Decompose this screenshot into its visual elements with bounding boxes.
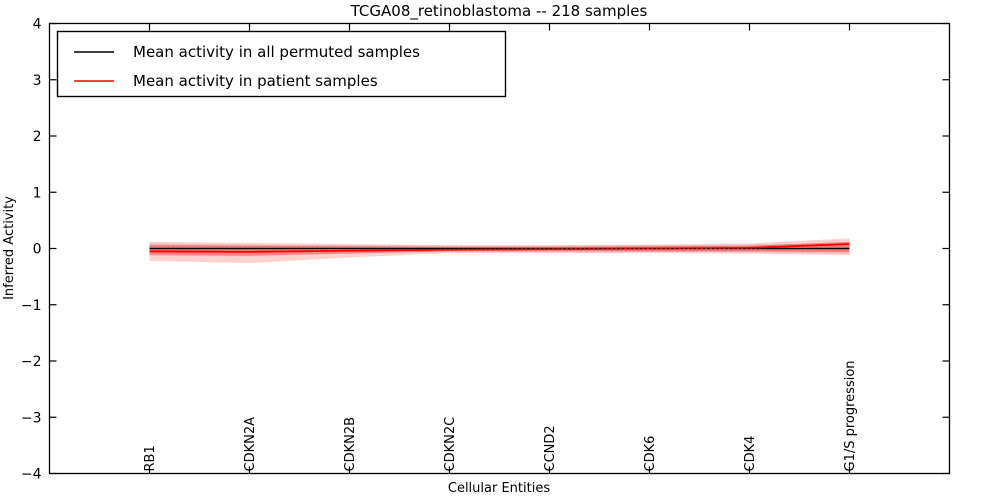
x-tick-label: CDK6: [643, 436, 658, 472]
y-tick-label: −4: [21, 467, 42, 483]
chart-title: TCGA08_retinoblastoma -- 218 samples: [350, 2, 648, 21]
x-axis-label: Cellular Entities: [448, 481, 550, 496]
legend-label-patient: Mean activity in patient samples: [133, 72, 378, 90]
x-tick-label: RB1: [143, 445, 158, 471]
plot-area: 4 3 2 1 0 −1 −2 −3 −4 RB1 CDKN2A CDKN2B CDKN2C CCND2 C…: [21, 17, 951, 483]
x-tick-label: CDKN2A: [243, 417, 258, 472]
y-tick-label: −3: [21, 410, 42, 426]
legend-box: [56, 30, 507, 98]
y-tick-label: −2: [21, 354, 42, 370]
y-tick-label: 2: [33, 129, 42, 145]
y-axis-label: Inferred Activity: [2, 196, 17, 300]
legend: Mean activity in all permuted samples Me…: [56, 30, 507, 98]
x-tick-label: CDK4: [743, 436, 758, 472]
x-tick-label: CDKN2B: [343, 417, 358, 472]
band-patient-samples-std-outer: [149, 238, 850, 264]
y-tick-label: −1: [21, 298, 42, 314]
y-tick-label: 3: [33, 73, 42, 89]
x-tick-label: CCND2: [543, 425, 558, 471]
y-tick-label: 0: [33, 242, 42, 258]
y-tick-label: 4: [33, 17, 42, 33]
series-line-1: [149, 243, 850, 253]
x-tick-label: G1/S progression: [843, 360, 858, 471]
legend-label-permuted: Mean activity in all permuted samples: [133, 43, 420, 61]
x-tick-label: CDKN2C: [443, 417, 458, 472]
y-tick-label: 1: [33, 185, 42, 201]
